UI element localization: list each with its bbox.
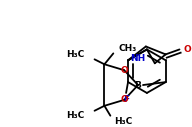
Text: O: O — [184, 45, 191, 54]
Text: H₃C: H₃C — [114, 117, 132, 126]
Text: H₃C: H₃C — [66, 111, 85, 120]
Text: B: B — [135, 81, 142, 90]
Text: H₃C: H₃C — [66, 50, 85, 59]
Text: CH₃: CH₃ — [118, 44, 137, 53]
Text: F: F — [123, 95, 129, 104]
Text: O: O — [120, 95, 128, 104]
Text: NH: NH — [130, 54, 146, 63]
Text: O: O — [120, 66, 128, 75]
